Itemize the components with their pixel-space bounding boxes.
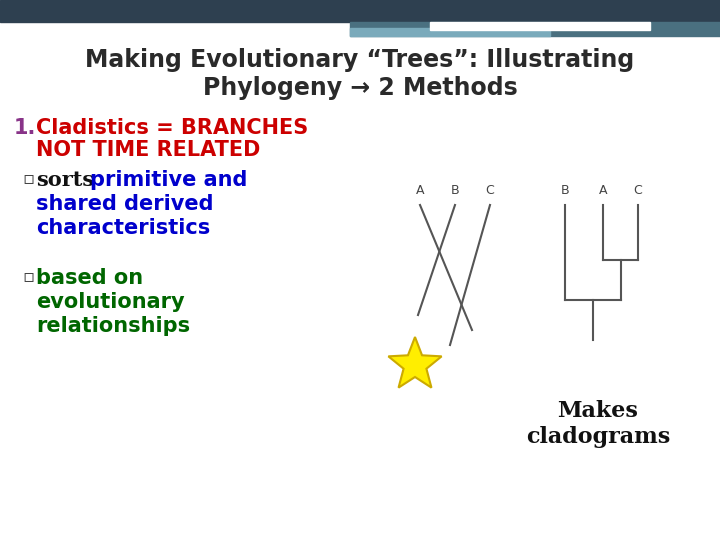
Bar bbox=[350, 28, 550, 36]
Text: shared derived: shared derived bbox=[36, 194, 214, 214]
Text: C: C bbox=[485, 184, 495, 197]
Text: Cladistics = BRANCHES: Cladistics = BRANCHES bbox=[36, 118, 308, 138]
Text: ▫: ▫ bbox=[22, 268, 35, 286]
Text: sorts: sorts bbox=[36, 170, 94, 190]
Bar bbox=[430, 22, 650, 30]
Text: C: C bbox=[634, 184, 642, 197]
Text: B: B bbox=[451, 184, 459, 197]
Text: Phylogeny → 2 Methods: Phylogeny → 2 Methods bbox=[202, 76, 518, 100]
Text: A: A bbox=[599, 184, 607, 197]
Polygon shape bbox=[388, 337, 441, 388]
Text: Making Evolutionary “Trees”: Illustrating: Making Evolutionary “Trees”: Illustratin… bbox=[86, 48, 634, 72]
Text: Makes: Makes bbox=[557, 400, 639, 422]
Text: cladograms: cladograms bbox=[526, 426, 670, 448]
Text: ▫: ▫ bbox=[22, 170, 35, 188]
Bar bbox=[350, 22, 720, 36]
Text: characteristics: characteristics bbox=[36, 218, 210, 238]
Text: primitive and: primitive and bbox=[90, 170, 248, 190]
Text: relationships: relationships bbox=[36, 316, 190, 336]
Text: 1.: 1. bbox=[14, 118, 37, 138]
Text: B: B bbox=[561, 184, 570, 197]
Text: based on: based on bbox=[36, 268, 143, 288]
Text: NOT TIME RELATED: NOT TIME RELATED bbox=[36, 140, 261, 160]
Text: evolutionary: evolutionary bbox=[36, 292, 184, 312]
Text: A: A bbox=[415, 184, 424, 197]
Bar bbox=[0, 0, 720, 22]
